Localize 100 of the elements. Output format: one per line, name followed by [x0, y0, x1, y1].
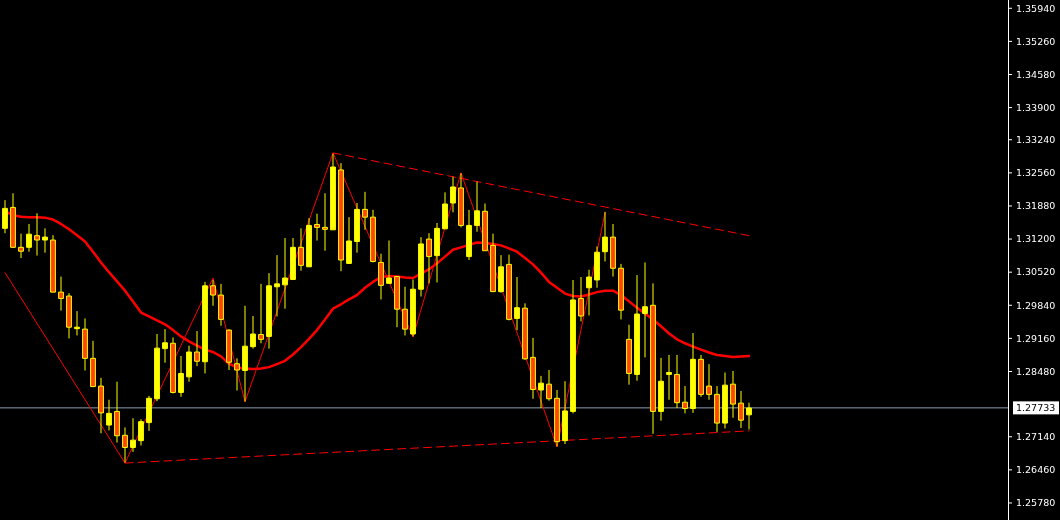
y-tick-label: 1.29160: [1016, 332, 1056, 344]
candlestick: [698, 354, 704, 398]
candlestick: [674, 354, 680, 409]
candlestick: [738, 390, 744, 429]
candlestick: [586, 269, 592, 317]
candlestick: [530, 337, 536, 400]
candlestick: [250, 315, 256, 350]
candlestick: [434, 222, 440, 283]
candlestick: [658, 357, 664, 422]
candlestick: [146, 395, 152, 432]
candlestick: [458, 172, 464, 228]
y-tick-label: 1.33900: [1016, 101, 1056, 113]
candlestick: [258, 283, 264, 344]
candlestick: [666, 354, 672, 401]
candlestick: [706, 363, 712, 401]
y-tick-label: 1.27140: [1016, 431, 1056, 443]
candlestick: [402, 286, 408, 336]
y-tick-label: 1.28480: [1016, 365, 1056, 377]
candlestick: [322, 192, 328, 252]
candlestick: [506, 254, 512, 321]
candlestick: [522, 302, 528, 361]
candlestick: [514, 276, 520, 331]
candlestick: [338, 162, 344, 272]
y-tick-label: 1.25780: [1016, 497, 1056, 509]
candlestick: [450, 176, 456, 213]
candlestick: [490, 233, 496, 293]
candlestick: [66, 292, 72, 339]
candlestick: [378, 253, 384, 300]
candlestick: [722, 371, 728, 429]
candlestick: [186, 345, 192, 383]
candlestick: [650, 282, 656, 435]
candlestick: [202, 281, 208, 374]
candlestick: [690, 332, 696, 414]
candlestick: [394, 275, 400, 328]
candlestick: [114, 381, 120, 444]
candlestick: [482, 203, 488, 252]
y-tick-label: 1.35260: [1016, 35, 1056, 47]
candlestick: [266, 272, 272, 350]
candlestick: [362, 191, 368, 231]
candlestick: [578, 276, 584, 322]
candlestick: [370, 209, 376, 263]
candlestick: [642, 261, 648, 358]
candlestick: [626, 324, 632, 386]
candlestick: [74, 310, 80, 336]
candlestick: [618, 263, 624, 320]
y-tick-label: 1.30520: [1016, 266, 1056, 278]
y-tick-label: 1.35940: [1016, 2, 1056, 14]
candlestick: [426, 232, 432, 284]
candlestick: [130, 417, 136, 453]
candlestick: [34, 212, 40, 257]
candlestick: [282, 237, 288, 310]
candlestick: [90, 340, 96, 388]
candlestick: [498, 254, 504, 294]
y-tick-label: 1.31880: [1016, 200, 1056, 212]
candlestick: [50, 234, 56, 293]
candlestick: [602, 211, 608, 262]
candlestick: [418, 236, 424, 298]
candlestick: [2, 199, 8, 234]
candlestick: [410, 278, 416, 337]
candlestick: [106, 399, 112, 431]
candlestick: [570, 279, 576, 414]
candlestick: [226, 328, 232, 371]
candlestick: [354, 202, 360, 254]
candlestick: [242, 305, 248, 403]
candlestick: [594, 245, 600, 289]
candlestick: [634, 274, 640, 382]
y-tick-label: 1.29840: [1016, 299, 1056, 311]
candlestick: [98, 377, 104, 434]
candlestick: [306, 217, 312, 268]
candlestick: [42, 227, 48, 254]
y-tick-label: 1.34580: [1016, 68, 1056, 80]
y-tick-label: 1.33240: [1016, 134, 1056, 146]
candlestick: [610, 223, 616, 278]
candlestick: [682, 385, 688, 414]
ref-line-label: 1.27733: [1016, 402, 1056, 414]
candlestick: [154, 333, 160, 402]
y-tick-label: 1.32560: [1016, 167, 1056, 179]
candlestick: [314, 213, 320, 242]
candlestick: [730, 370, 736, 419]
candlestick: [290, 237, 296, 281]
candlestick: [234, 357, 240, 391]
candlestick: [18, 233, 24, 259]
candlestick: [346, 216, 352, 265]
candlestick: [10, 192, 16, 248]
candlestick: [554, 389, 560, 447]
candlestick: [194, 330, 200, 367]
candlestick: [162, 328, 168, 364]
candlestick: [442, 191, 448, 230]
candlestick: [538, 375, 544, 409]
y-tick-label: 1.26460: [1016, 464, 1056, 476]
candlestick: [386, 240, 392, 285]
candlestick: [274, 254, 280, 317]
candlestick: [714, 385, 720, 433]
candlestick: [218, 283, 224, 327]
candlestick: [546, 369, 552, 402]
y-tick-label: 1.31200: [1016, 233, 1056, 245]
candlestick: [138, 418, 144, 447]
candlestick: [58, 276, 64, 312]
candlestick: [210, 279, 216, 307]
candlestick: [474, 181, 480, 233]
